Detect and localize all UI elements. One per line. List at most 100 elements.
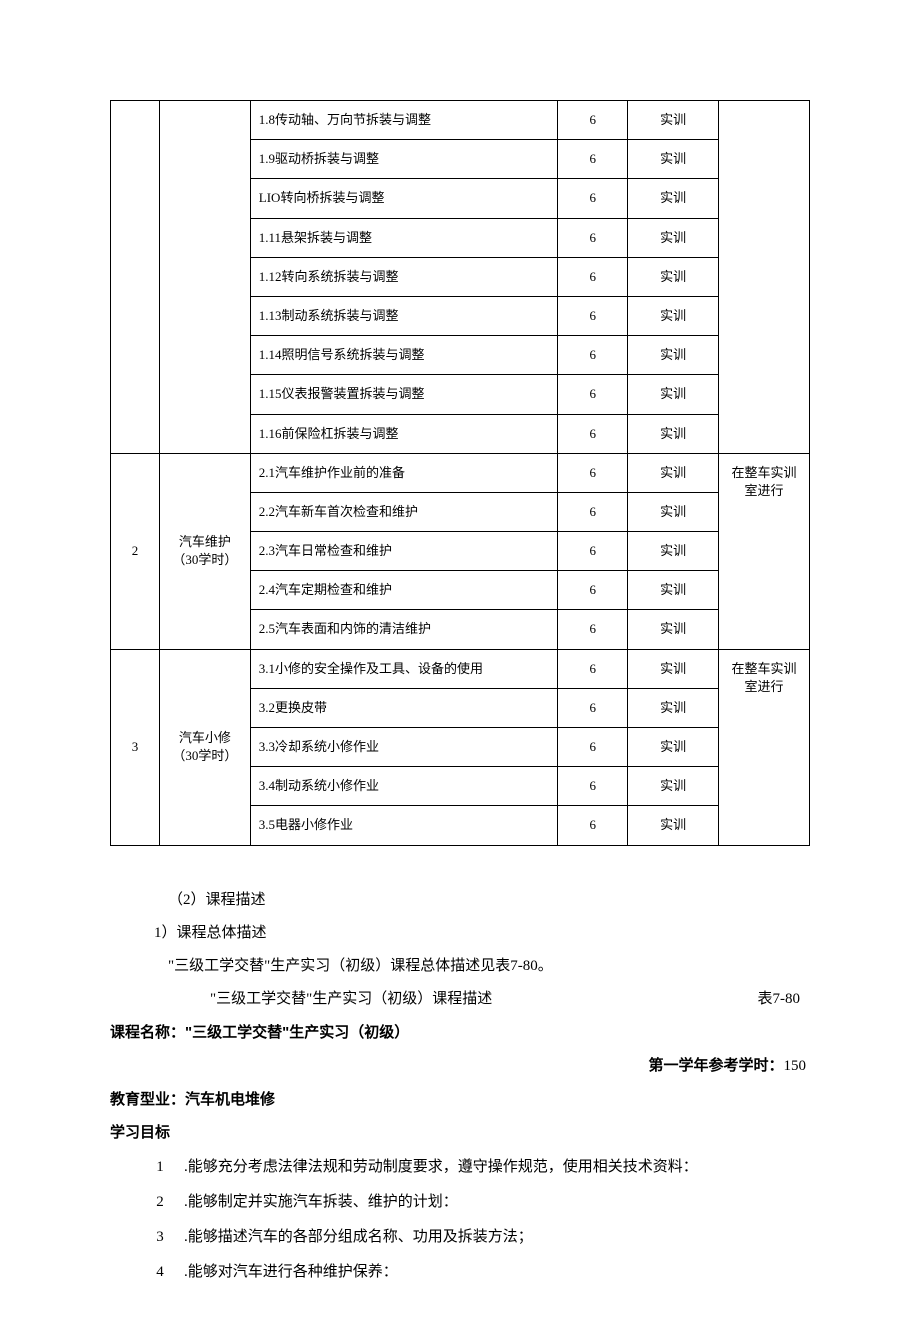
ref-hours-value: 150 [784, 1058, 807, 1074]
type-cell: 实训 [628, 453, 719, 492]
list-item: 1.能够充分考虑法律法规和劳动制度要求，遵守操作规范，使用相关技术资料： [146, 1151, 810, 1184]
table-row: 3汽车小修（30学时）3.1小修的安全操作及工具、设备的使用6实训在整车实训室进… [111, 649, 810, 688]
hours-cell: 6 [558, 218, 628, 257]
type-cell: 实训 [628, 610, 719, 649]
list-item: 3.能够描述汽车的各部分组成名称、功用及拆装方法； [146, 1221, 810, 1254]
item-cell: 2.2汽车新车首次检查和维护 [250, 492, 558, 531]
note-cell: 在整车实训室进行 [719, 649, 810, 845]
hours-cell: 6 [558, 649, 628, 688]
item-cell: 2.3汽车日常检查和维护 [250, 532, 558, 571]
hours-cell: 6 [558, 257, 628, 296]
type-cell: 实训 [628, 336, 719, 375]
item-cell: 1.11悬架拆装与调整 [250, 218, 558, 257]
objective-number: 2 [146, 1186, 174, 1219]
intro-paragraph: "三级工学交替"生产实习（初级）课程总体描述见表7-80。 [110, 950, 810, 983]
index-cell [111, 101, 160, 454]
type-cell: 实训 [628, 414, 719, 453]
type-cell: 实训 [628, 179, 719, 218]
hours-cell: 6 [558, 140, 628, 179]
type-cell: 实训 [628, 649, 719, 688]
item-cell: 1.14照明信号系统拆装与调整 [250, 336, 558, 375]
item-cell: 1.15仪表报警装置拆装与调整 [250, 375, 558, 414]
type-cell: 实训 [628, 532, 719, 571]
type-cell: 实训 [628, 728, 719, 767]
item-cell: LIO转向桥拆装与调整 [250, 179, 558, 218]
hours-cell: 6 [558, 375, 628, 414]
item-cell: 3.4制动系统小修作业 [250, 767, 558, 806]
hours-cell: 6 [558, 806, 628, 845]
table-caption: "三级工学交替"生产实习（初级）课程描述 [210, 983, 492, 1016]
item-cell: 2.1汽车维护作业前的准备 [250, 453, 558, 492]
hours-cell: 6 [558, 453, 628, 492]
hours-cell: 6 [558, 101, 628, 140]
objective-text: .能够制定并实施汽车拆装、维护的计划： [174, 1186, 458, 1219]
type-cell: 实训 [628, 571, 719, 610]
item-cell: 3.1小修的安全操作及工具、设备的使用 [250, 649, 558, 688]
hours-cell: 6 [558, 688, 628, 727]
item-cell: 2.4汽车定期检查和维护 [250, 571, 558, 610]
list-item: 2.能够制定并实施汽车拆装、维护的计划： [146, 1186, 810, 1219]
edu-type-label: 教育型业： [110, 1091, 185, 1108]
item-cell: 3.5电器小修作业 [250, 806, 558, 845]
item-cell: 3.3冷却系统小修作业 [250, 728, 558, 767]
course-name-value: "三级工学交替"生产实习（初级） [185, 1024, 409, 1041]
course-outline-table: 1.8传动轴、万向节拆装与调整6实训1.9驱动桥拆装与调整6实训LIO转向桥拆装… [110, 100, 810, 846]
index-cell: 3 [111, 649, 160, 845]
heading-3: 1）课程总体描述 [110, 917, 810, 950]
item-cell: 1.13制动系统拆装与调整 [250, 296, 558, 335]
module-title-cell: 汽车小修（30学时） [159, 649, 250, 845]
module-title-cell: 汽车维护（30学时） [159, 453, 250, 649]
edu-type-value: 汽车机电堆修 [185, 1091, 275, 1108]
description-section: （2）课程描述 1）课程总体描述 "三级工学交替"生产实习（初级）课程总体描述见… [110, 884, 810, 1289]
table-number: 表7-80 [758, 983, 801, 1016]
hours-cell: 6 [558, 767, 628, 806]
module-title-cell [159, 101, 250, 454]
item-cell: 1.9驱动桥拆装与调整 [250, 140, 558, 179]
course-name-line: 课程名称："三级工学交替"生产实习（初级） [110, 1016, 810, 1049]
type-cell: 实训 [628, 767, 719, 806]
type-cell: 实训 [628, 688, 719, 727]
type-cell: 实训 [628, 101, 719, 140]
item-cell: 1.8传动轴、万向节拆装与调整 [250, 101, 558, 140]
course-name-label: 课程名称： [110, 1024, 185, 1041]
hours-cell: 6 [558, 610, 628, 649]
type-cell: 实训 [628, 218, 719, 257]
objective-number: 3 [146, 1221, 174, 1254]
item-cell: 2.5汽车表面和内饰的清洁维护 [250, 610, 558, 649]
index-cell: 2 [111, 453, 160, 649]
type-cell: 实训 [628, 257, 719, 296]
item-cell: 1.12转向系统拆装与调整 [250, 257, 558, 296]
type-cell: 实训 [628, 296, 719, 335]
item-cell: 1.16前保险杠拆装与调整 [250, 414, 558, 453]
item-cell: 3.2更换皮带 [250, 688, 558, 727]
objective-number: 1 [146, 1151, 174, 1184]
objective-text: .能够充分考虑法律法规和劳动制度要求，遵守操作规范，使用相关技术资料： [174, 1151, 698, 1184]
hours-cell: 6 [558, 728, 628, 767]
hours-cell: 6 [558, 179, 628, 218]
list-item: 4.能够对汽车进行各种维护保养： [146, 1256, 810, 1289]
note-cell [719, 101, 810, 454]
hours-cell: 6 [558, 492, 628, 531]
type-cell: 实训 [628, 375, 719, 414]
type-cell: 实训 [628, 492, 719, 531]
objectives-list: 1.能够充分考虑法律法规和劳动制度要求，遵守操作规范，使用相关技术资料：2.能够… [110, 1151, 810, 1289]
hours-cell: 6 [558, 414, 628, 453]
edu-type-line: 教育型业：汽车机电堆修 [110, 1083, 810, 1116]
ref-hours-line: 第一学年参考学时：150 [110, 1049, 810, 1083]
type-cell: 实训 [628, 140, 719, 179]
heading-2: （2）课程描述 [110, 884, 810, 917]
table-row: 2汽车维护（30学时）2.1汽车维护作业前的准备6实训在整车实训室进行 [111, 453, 810, 492]
type-cell: 实训 [628, 806, 719, 845]
hours-cell: 6 [558, 296, 628, 335]
objective-text: .能够对汽车进行各种维护保养： [174, 1256, 398, 1289]
ref-hours-label: 第一学年参考学时： [648, 1057, 783, 1074]
objective-text: .能够描述汽车的各部分组成名称、功用及拆装方法； [174, 1221, 533, 1254]
objective-number: 4 [146, 1256, 174, 1289]
hours-cell: 6 [558, 336, 628, 375]
hours-cell: 6 [558, 571, 628, 610]
note-cell: 在整车实训室进行 [719, 453, 810, 649]
objectives-label: 学习目标 [110, 1116, 810, 1149]
hours-cell: 6 [558, 532, 628, 571]
table-row: 1.8传动轴、万向节拆装与调整6实训 [111, 101, 810, 140]
table-caption-row: "三级工学交替"生产实习（初级）课程描述 表7-80 [110, 983, 810, 1016]
